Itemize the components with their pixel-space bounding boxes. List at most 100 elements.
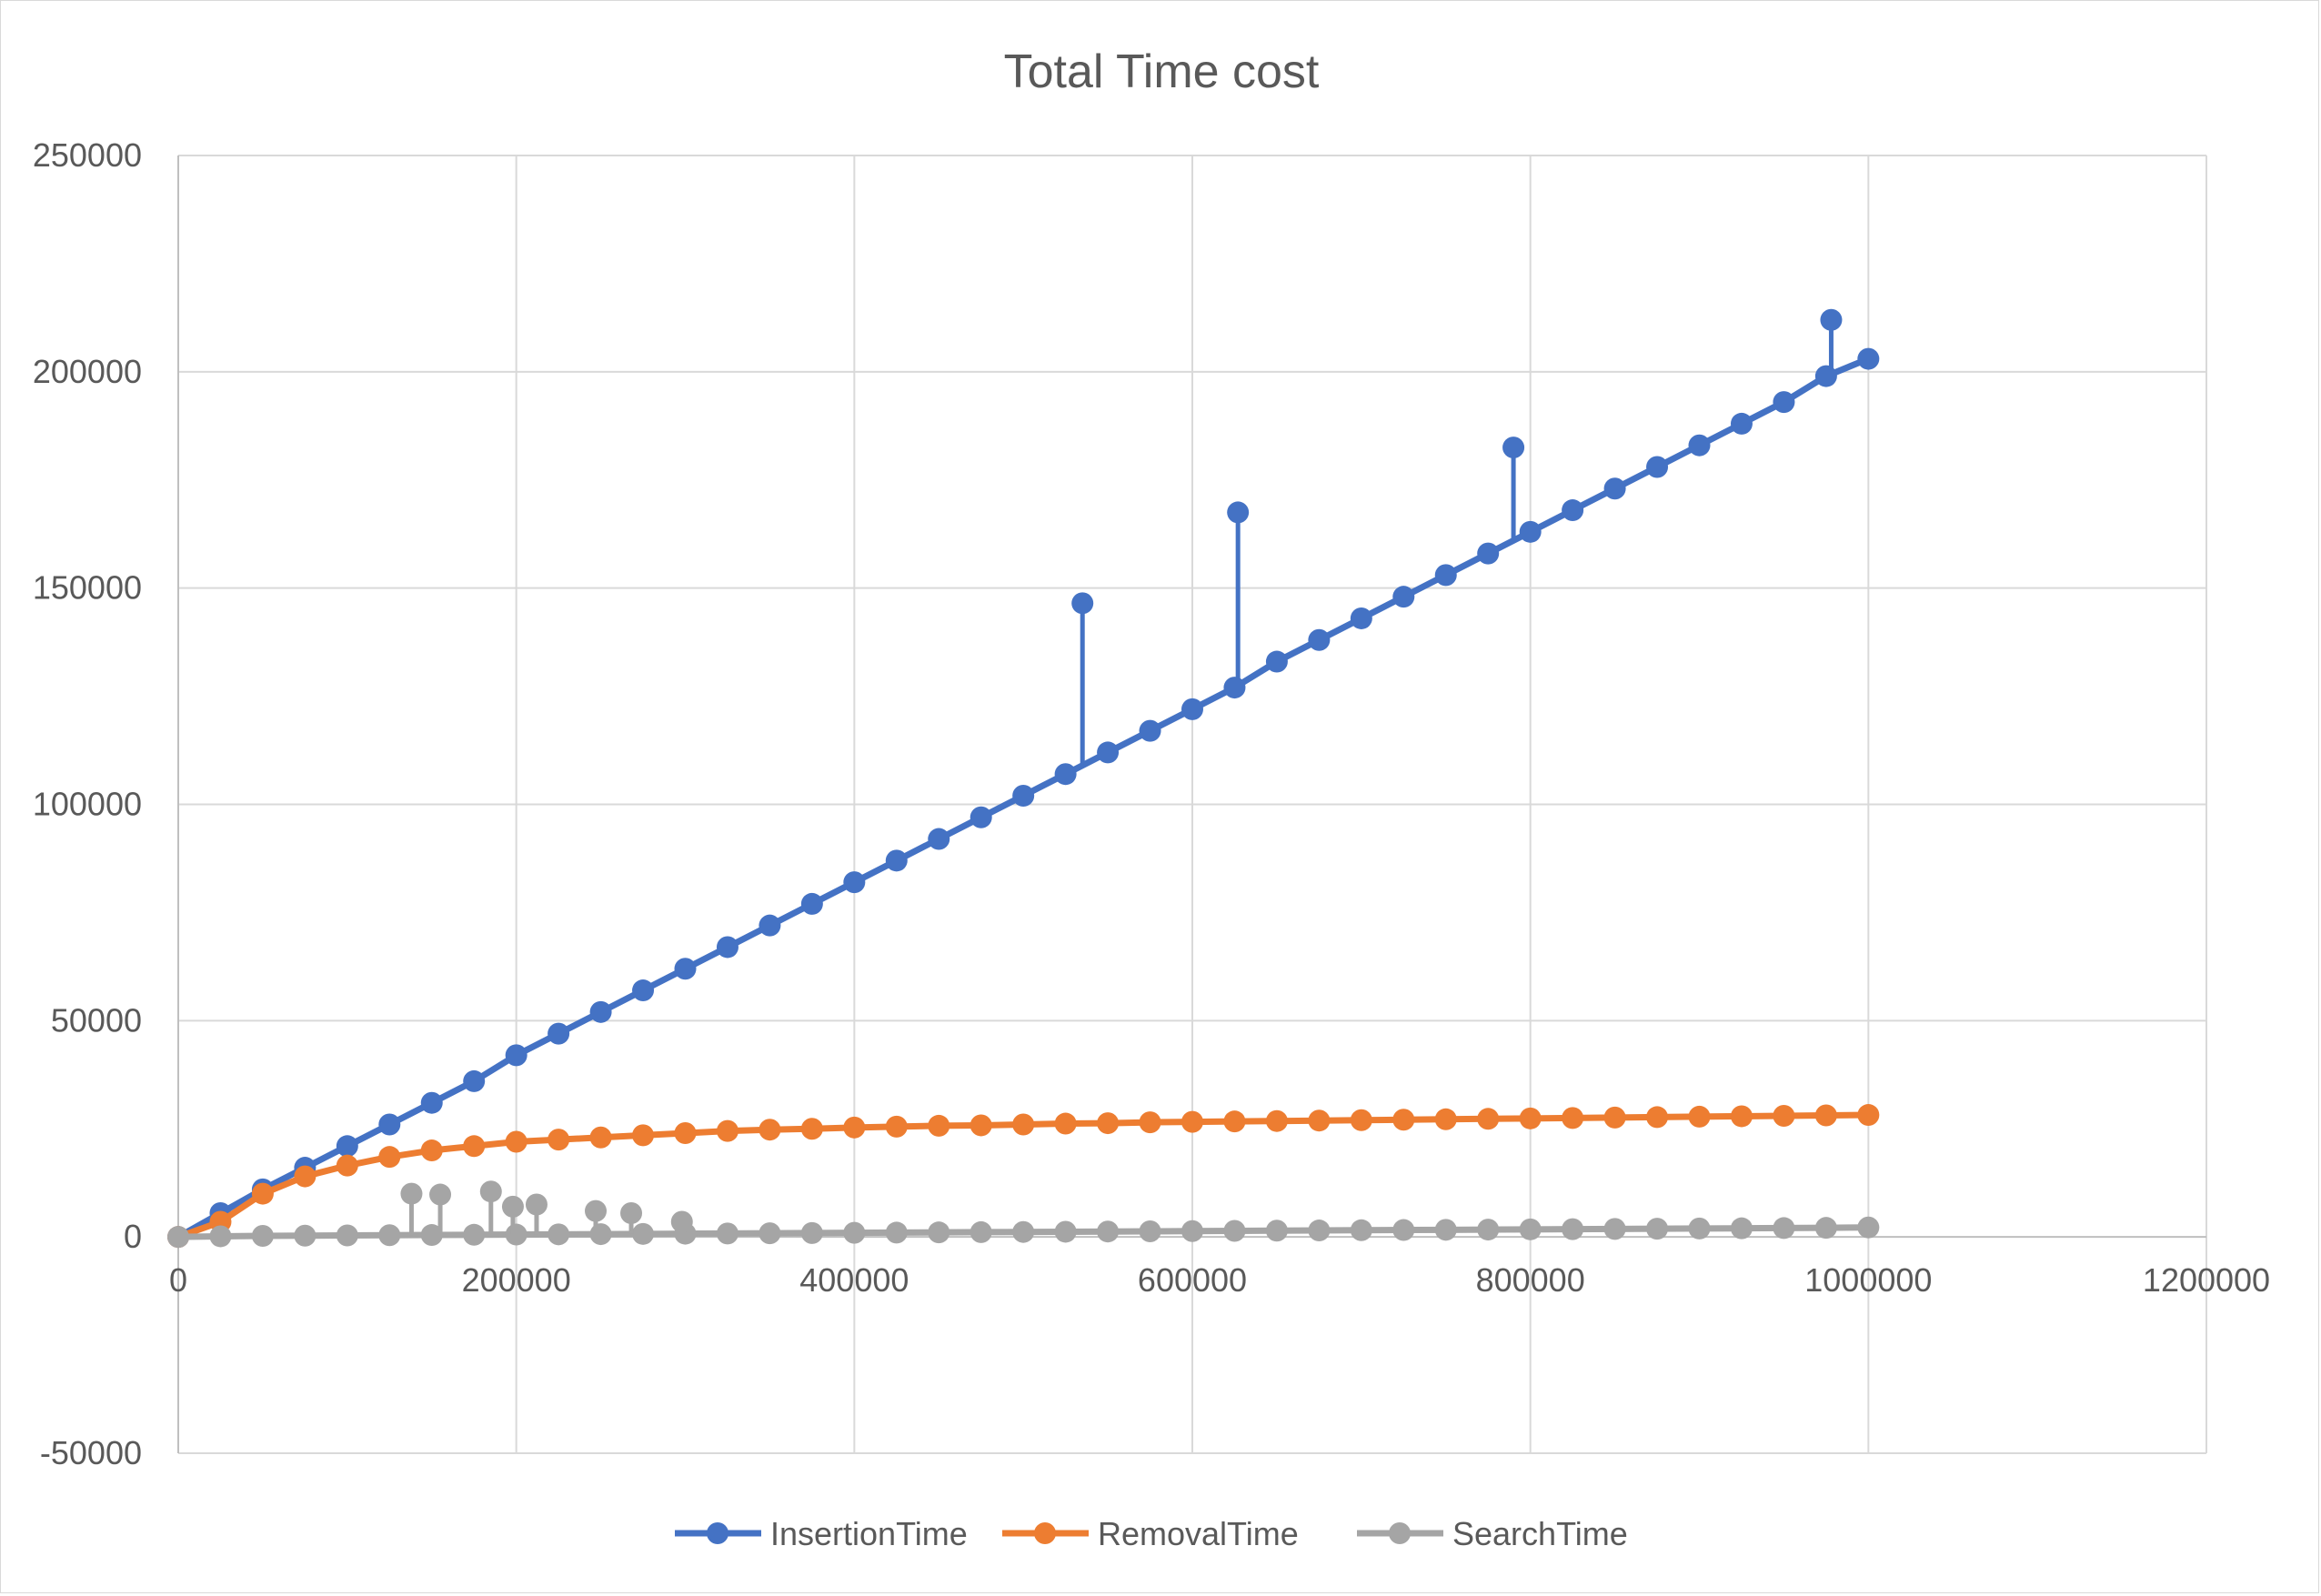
data-point (1054, 763, 1077, 786)
data-point (1646, 1218, 1669, 1240)
data-point (589, 1223, 612, 1246)
outlier-spike (620, 1202, 643, 1234)
legend-item-InsertionTime: InsertionTime (675, 1515, 968, 1552)
data-point (1139, 1111, 1161, 1134)
data-point (1434, 1108, 1457, 1130)
data-point (1392, 1109, 1415, 1131)
outlier-spike (670, 1210, 693, 1234)
data-point (209, 1225, 232, 1248)
data-point (716, 1222, 738, 1245)
grid (178, 155, 2207, 1454)
x-tick-label: 600000 (1138, 1261, 1247, 1299)
outlier-point (620, 1202, 643, 1225)
data-point (1730, 1217, 1753, 1240)
data-point (1097, 1112, 1120, 1135)
data-point (759, 1119, 781, 1141)
outlier-point (400, 1182, 423, 1205)
data-point (167, 1226, 189, 1249)
data-point (1012, 1220, 1035, 1243)
data-point (463, 1069, 486, 1092)
legend: InsertionTime RemovalTime SearchTime (675, 1515, 1628, 1552)
data-point (1012, 1113, 1035, 1136)
legend-swatch-marker (707, 1522, 728, 1544)
series-SearchTime (167, 1216, 1880, 1249)
data-point (928, 828, 950, 850)
data-point (1814, 365, 1837, 387)
data-point (336, 1135, 358, 1158)
data-point (800, 1221, 823, 1244)
data-point (1562, 1218, 1584, 1240)
data-point (1265, 1109, 1288, 1132)
outlier-point (429, 1183, 452, 1206)
data-point (420, 1139, 443, 1162)
data-point (463, 1223, 486, 1246)
data-point (1562, 499, 1584, 522)
x-tick-label: 1000000 (1804, 1261, 1932, 1299)
series-InsertionTime (167, 347, 1880, 1249)
outlier-spike (585, 1200, 608, 1235)
outlier-point (479, 1180, 502, 1203)
chart-title: Total Time cost (1004, 45, 1320, 98)
legend-item-RemovalTime: RemovalTime (1002, 1515, 1299, 1552)
data-point (1562, 1107, 1584, 1129)
data-point (716, 1119, 738, 1142)
data-point (1308, 1109, 1331, 1132)
legend-swatch-marker (1034, 1522, 1056, 1544)
data-point (716, 936, 738, 959)
outlier-spike (400, 1182, 423, 1236)
data-point (843, 1221, 866, 1244)
data-point (548, 1129, 570, 1151)
data-point (1730, 1105, 1753, 1128)
outlier-spike (525, 1193, 548, 1235)
data-point (505, 1044, 528, 1067)
data-point (632, 1222, 655, 1245)
data-point (970, 806, 992, 828)
data-point (1350, 1109, 1372, 1131)
data-point (843, 871, 866, 894)
data-point (1477, 542, 1500, 565)
data-point (589, 1000, 612, 1023)
data-point (1603, 1106, 1626, 1129)
data-point (1012, 784, 1035, 807)
data-point (505, 1130, 528, 1153)
data-point (800, 892, 823, 915)
data-point (294, 1224, 316, 1247)
series-RemovalTime (167, 1104, 1880, 1249)
data-point (505, 1223, 528, 1246)
data-point (632, 1124, 655, 1147)
data-point (1646, 1106, 1669, 1129)
y-tick-label: 50000 (51, 1001, 142, 1039)
data-point (1054, 1220, 1077, 1243)
data-point (885, 849, 908, 872)
data-point (759, 914, 781, 937)
legend-label: InsertionTime (770, 1515, 968, 1552)
data-point (336, 1154, 358, 1177)
data-point (1181, 698, 1203, 720)
data-point (1730, 412, 1753, 435)
series-layer (167, 308, 1880, 1249)
data-point (1097, 741, 1120, 764)
data-point (1773, 1104, 1795, 1127)
outlier-spike (1227, 501, 1250, 686)
data-point (1688, 1217, 1711, 1240)
data-point (674, 958, 697, 980)
x-tick-label: 400000 (799, 1261, 909, 1299)
data-point (1857, 1216, 1880, 1239)
outlier-point (1820, 308, 1843, 331)
data-point (800, 1118, 823, 1140)
outlier-point (585, 1200, 608, 1222)
legend-label: RemovalTime (1098, 1515, 1299, 1552)
data-point (1857, 1104, 1880, 1127)
data-point (1519, 520, 1542, 543)
y-tick-label: -50000 (40, 1434, 142, 1471)
data-point (1688, 1105, 1711, 1128)
data-point (463, 1135, 486, 1158)
data-point (1350, 607, 1372, 629)
data-point (1223, 677, 1246, 699)
legend-item-SearchTime: SearchTime (1357, 1515, 1628, 1552)
data-point (548, 1022, 570, 1045)
outlier-spike (1071, 592, 1094, 766)
data-point (548, 1223, 570, 1246)
data-point (1308, 628, 1331, 651)
data-point (1857, 347, 1880, 370)
